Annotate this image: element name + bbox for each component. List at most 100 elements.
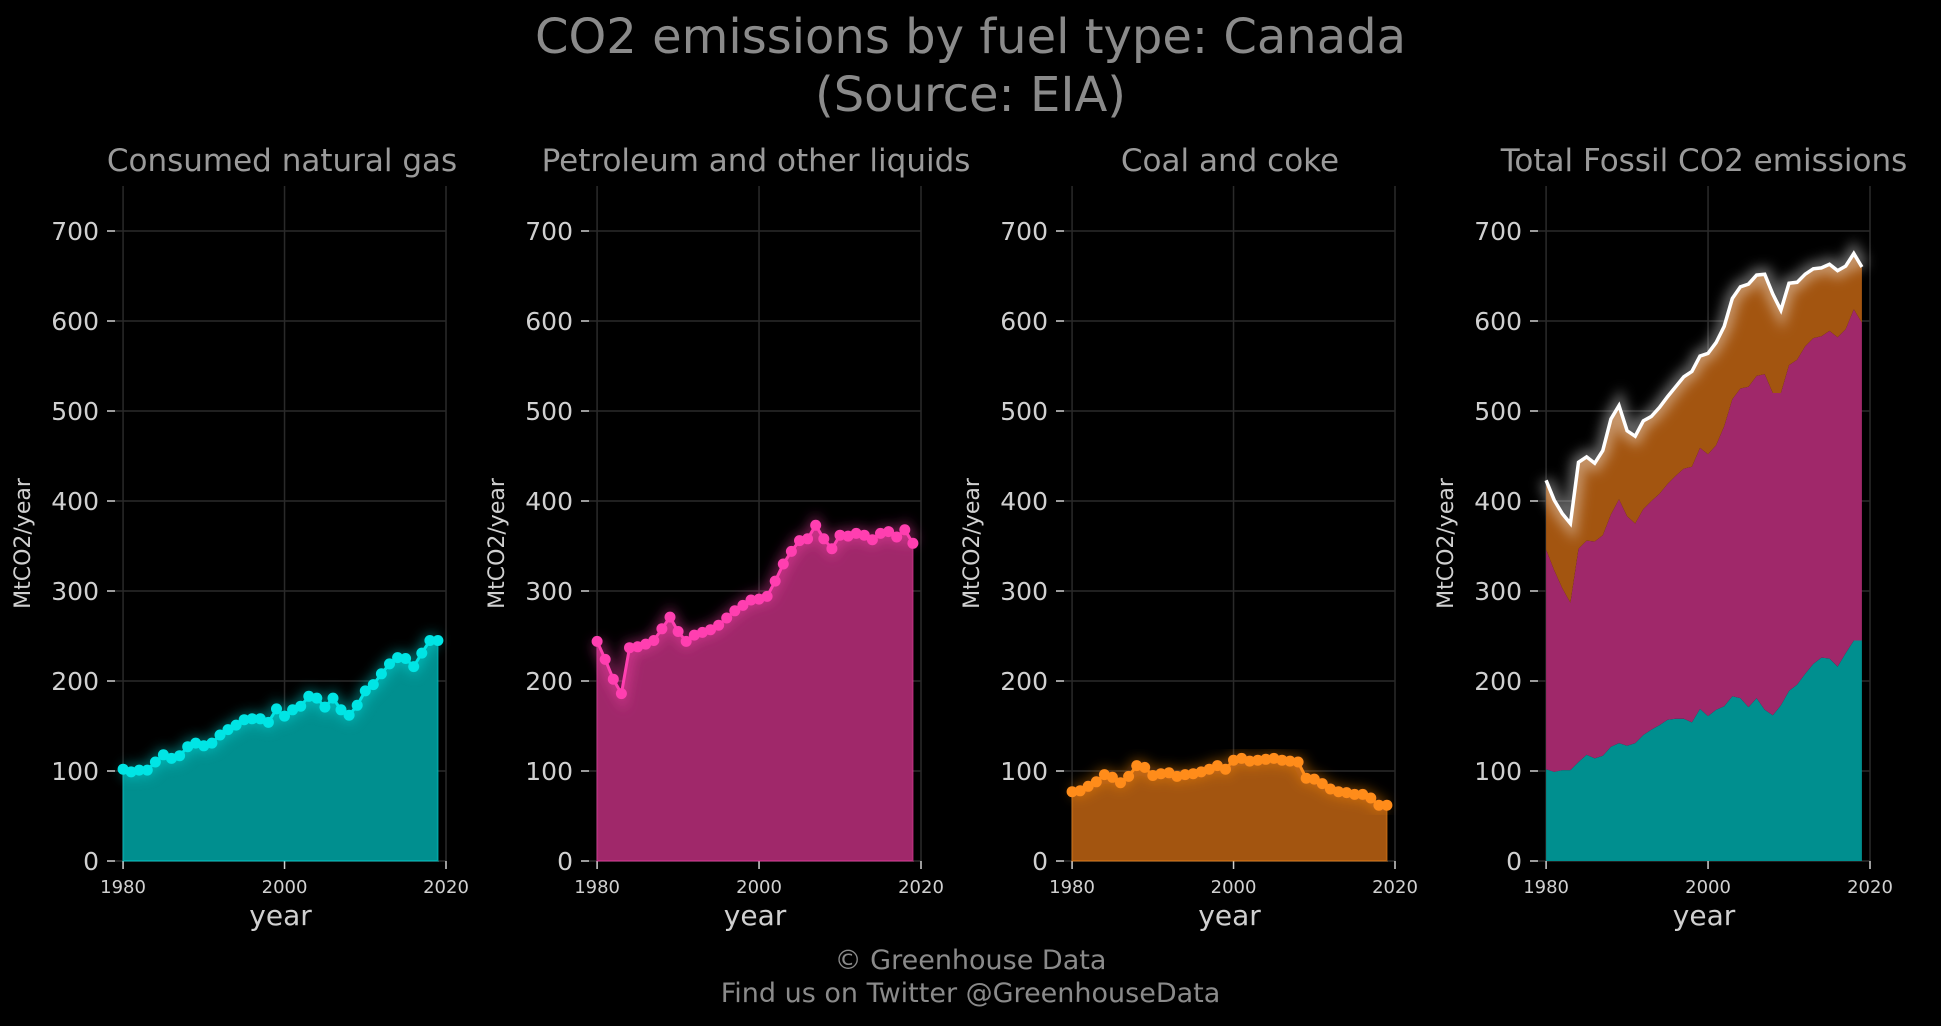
x-tick-label: 1980 (100, 877, 146, 898)
title-line-1: CO2 emissions by fuel type: Canada (534, 9, 1406, 65)
stack-area-coal (1546, 253, 1862, 603)
data-point (1179, 769, 1191, 781)
x-axis-label: year (724, 899, 787, 932)
y-tick-label: 600 (51, 307, 99, 336)
y-tick-label: 700 (1000, 217, 1048, 246)
y-tick-label: 100 (1474, 757, 1522, 786)
x-tick-label: 2020 (898, 877, 944, 898)
data-point (1333, 786, 1344, 798)
data-point (206, 737, 218, 749)
data-point (705, 624, 716, 636)
y-tick-label: 700 (51, 217, 99, 246)
data-point (648, 635, 660, 646)
x-tick-label: 1980 (574, 877, 620, 898)
total-line (1544, 250, 1864, 528)
data-point (818, 533, 830, 545)
y-tick-label: 300 (525, 577, 573, 606)
data-point (1244, 755, 1256, 767)
panel-title: Petroleum and other liquids (542, 143, 971, 179)
data-point (1316, 778, 1328, 790)
data-point (1155, 768, 1167, 780)
y-tick-label: 600 (525, 307, 573, 336)
data-point (1082, 780, 1094, 792)
chart-panel-2: 0 100 200 300 400 500 600 700 1980 2000 2020 year Mt… (485, 143, 970, 932)
data-point (279, 710, 290, 722)
data-point (1220, 763, 1231, 775)
data-point (1373, 799, 1385, 811)
data-point (230, 719, 242, 731)
data-point (133, 764, 145, 776)
y-tick-label: 500 (525, 397, 573, 426)
x-tick-label: 2020 (1372, 877, 1418, 898)
data-point (761, 590, 773, 602)
data-point (327, 692, 339, 704)
data-point (713, 619, 725, 631)
y-tick-label: 400 (51, 487, 99, 516)
stack-area-petroleum (1546, 309, 1862, 772)
data-point (1139, 761, 1151, 773)
data-point (375, 668, 387, 680)
y-tick-label: 200 (51, 667, 99, 696)
panel-title: Total Fossil CO2 emissions (1500, 143, 1908, 179)
data-point (1074, 785, 1086, 797)
data-point (1066, 786, 1078, 798)
y-tick-label: 300 (1474, 577, 1522, 606)
y-tick-label: 500 (1000, 397, 1048, 426)
data-point (607, 673, 619, 685)
data-point (769, 575, 781, 587)
footer-twitter: Find us on Twitter @GreenhouseData (720, 978, 1221, 1009)
data-point (416, 647, 428, 659)
data-point (672, 626, 684, 637)
y-tick-label: 0 (1032, 847, 1048, 876)
chart-panel-1: 0 100 200 300 400 500 600 700 1980 2000 2020 year Mt… (11, 143, 469, 932)
data-point (664, 611, 676, 623)
y-tick-label: 400 (525, 487, 573, 516)
data-point (351, 699, 363, 711)
y-tick-label: 500 (1474, 397, 1522, 426)
data-point (246, 713, 258, 725)
data-point (141, 764, 153, 776)
data-point (1381, 799, 1393, 811)
data-point (214, 729, 226, 741)
data-point (1090, 776, 1102, 788)
footer-copyright: © Greenhouse Data (834, 945, 1107, 976)
data-point (271, 703, 282, 715)
y-axis-label: MtCO2/year (960, 477, 985, 609)
x-tick-label: 1980 (1523, 877, 1569, 898)
y-tick-label: 100 (525, 757, 573, 786)
data-point (891, 531, 903, 543)
x-tick-label: 2020 (1847, 877, 1893, 898)
data-point (883, 526, 895, 538)
data-point (599, 653, 611, 665)
data-point (1260, 753, 1272, 765)
y-tick-label: 0 (83, 847, 99, 876)
y-tick-label: 600 (1474, 307, 1522, 336)
data-point (1276, 754, 1288, 766)
data-point (899, 524, 911, 536)
stack-area-gas (1546, 640, 1862, 861)
data-point (591, 635, 603, 647)
data-point (1308, 773, 1320, 785)
y-tick-label: 200 (1000, 667, 1048, 696)
data-point (1365, 792, 1377, 804)
data-point (1284, 755, 1296, 767)
data-point (721, 612, 733, 624)
footer: © Greenhouse Data Find us on Twitter @Gr… (0, 944, 1941, 1010)
data-point (311, 692, 323, 704)
data-point (222, 724, 234, 736)
x-tick-label: 1980 (1049, 877, 1095, 898)
y-tick-label: 200 (1474, 667, 1522, 696)
data-point (777, 558, 789, 570)
y-tick-label: 500 (51, 397, 99, 426)
series-area (122, 639, 439, 862)
chart-panel-4: 0 100 200 300 400 500 600 700 1980 2000 2020 year Mt… (1434, 143, 1907, 932)
x-axis-label: year (249, 899, 312, 932)
panel-title: Consumed natural gas (107, 143, 457, 179)
data-point (785, 545, 797, 557)
data-point (367, 679, 379, 691)
y-tick-label: 400 (1474, 487, 1522, 516)
data-point (1123, 770, 1135, 782)
data-point (826, 543, 838, 555)
chart-panel-3: 0 100 200 300 400 500 600 700 1980 2000 2020 year Mt… (960, 143, 1418, 932)
